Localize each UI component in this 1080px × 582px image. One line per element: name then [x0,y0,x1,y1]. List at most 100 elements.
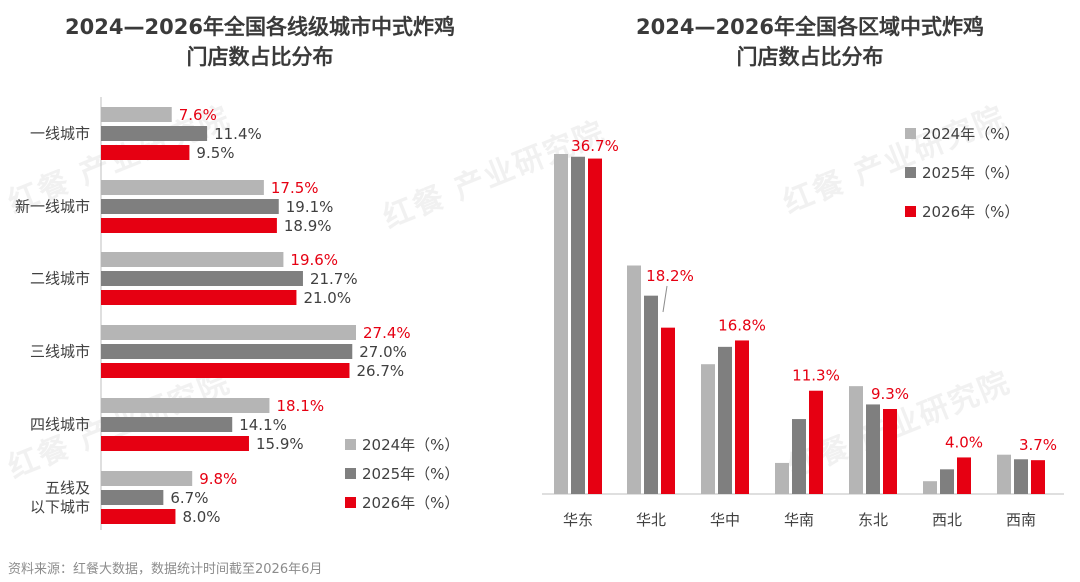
data-label: 27.4% [363,324,411,342]
bar-1 [101,490,164,505]
data-label: 6.7% [170,489,208,507]
bar-0 [849,386,863,494]
bar-0 [101,471,193,486]
bar-2 [661,327,675,494]
data-label: 15.9% [256,435,304,453]
category-label: 四线城市 [30,416,90,434]
bar-2 [101,290,297,305]
data-label: 36.7% [571,137,619,155]
legend-swatch [345,468,356,479]
bar-1 [940,469,954,494]
data-label: 17.5% [271,179,319,197]
bar-1 [101,199,279,214]
chart-title-line: 门店数占比分布 [736,45,884,69]
legend-swatch [905,128,916,139]
data-label: 8.0% [182,508,220,526]
chart-title-city-tier: 2024—2026年全国各线级城市中式炸鸡 门店数占比分布 [10,12,510,72]
legend-label: 2025年（%） [922,164,1019,182]
data-label: 14.1% [239,416,287,434]
bar-1 [644,295,658,494]
data-label: 11.3% [792,367,840,385]
legend-label: 2026年（%） [362,494,459,512]
legend-label: 2026年（%） [922,203,1019,221]
category-label: 西北 [932,511,962,529]
bar-0 [923,481,937,494]
bar-2 [1031,460,1045,494]
bar-1 [1014,459,1028,494]
chart-title-region: 2024—2026年全国各区域中式炸鸡 门店数占比分布 [560,12,1060,72]
data-label: 16.8% [718,316,766,334]
data-label: 9.8% [199,470,237,488]
bar-2 [735,340,749,494]
leader-line [662,285,668,313]
legend-swatch [905,206,916,217]
category-label: 一线城市 [30,125,90,143]
bar-1 [571,156,585,494]
bar-1 [718,346,732,494]
bar-2 [101,145,190,160]
category-label: 华中 [710,511,740,529]
source-note: 资料来源：红餐大数据，数据统计时间截至2026年6月 [8,562,323,577]
bar-1 [101,126,208,141]
data-label: 3.7% [1019,436,1057,454]
bar-0 [997,454,1011,494]
category-label: 二线城市 [30,270,90,288]
data-label: 4.0% [945,433,983,451]
bar-1 [866,404,880,494]
category-label: 华东 [563,511,593,529]
bar-0 [101,252,284,267]
bar-0 [701,364,715,494]
data-label: 18.2% [646,267,694,285]
bar-2 [588,158,602,494]
bar-0 [101,107,172,122]
data-label: 19.6% [290,251,338,269]
category-label: 三线城市 [30,343,90,361]
data-label: 9.3% [871,385,909,403]
bar-2 [101,436,249,451]
legend-swatch [345,497,356,508]
bar-1 [101,417,233,432]
bar-0 [101,180,264,195]
bar-2 [809,390,823,494]
data-label: 7.6% [179,106,217,124]
bar-0 [775,462,789,494]
bar-0 [554,154,568,494]
bar-0 [101,325,356,340]
data-label: 26.7% [356,362,404,380]
legend-swatch [345,439,356,450]
bar-0 [101,398,270,413]
data-label: 27.0% [359,343,407,361]
bar-2 [101,218,277,233]
chart-title-line: 2024—2026年全国各线级城市中式炸鸡 [65,15,455,39]
bar-2 [883,409,897,494]
bar-1 [101,344,353,359]
bar-2 [957,457,971,494]
category-label: 华南 [784,511,814,529]
legend-label: 2025年（%） [362,465,459,483]
data-label: 9.5% [196,144,234,162]
chart-title-line: 2024—2026年全国各区域中式炸鸡 [636,15,984,39]
category-label: 以下城市 [30,498,90,516]
category-label: 五线及 [45,479,90,497]
data-label: 21.0% [303,289,351,307]
category-label: 西南 [1006,511,1036,529]
data-label: 18.1% [276,397,324,415]
legend-label: 2024年（%） [922,125,1019,143]
bar-2 [101,509,176,524]
bar-2 [101,363,350,378]
category-label: 新一线城市 [15,198,90,216]
data-label: 21.7% [310,270,358,288]
data-label: 11.4% [214,125,262,143]
data-label: 18.9% [284,217,332,235]
bar-1 [792,419,806,494]
bar-0 [627,265,641,494]
legend-swatch [905,167,916,178]
category-label: 东北 [858,511,888,529]
category-label: 华北 [636,511,666,529]
bar-1 [101,271,303,286]
data-label: 19.1% [286,198,334,216]
chart-title-line: 门店数占比分布 [186,45,334,69]
legend-label: 2024年（%） [362,436,459,454]
